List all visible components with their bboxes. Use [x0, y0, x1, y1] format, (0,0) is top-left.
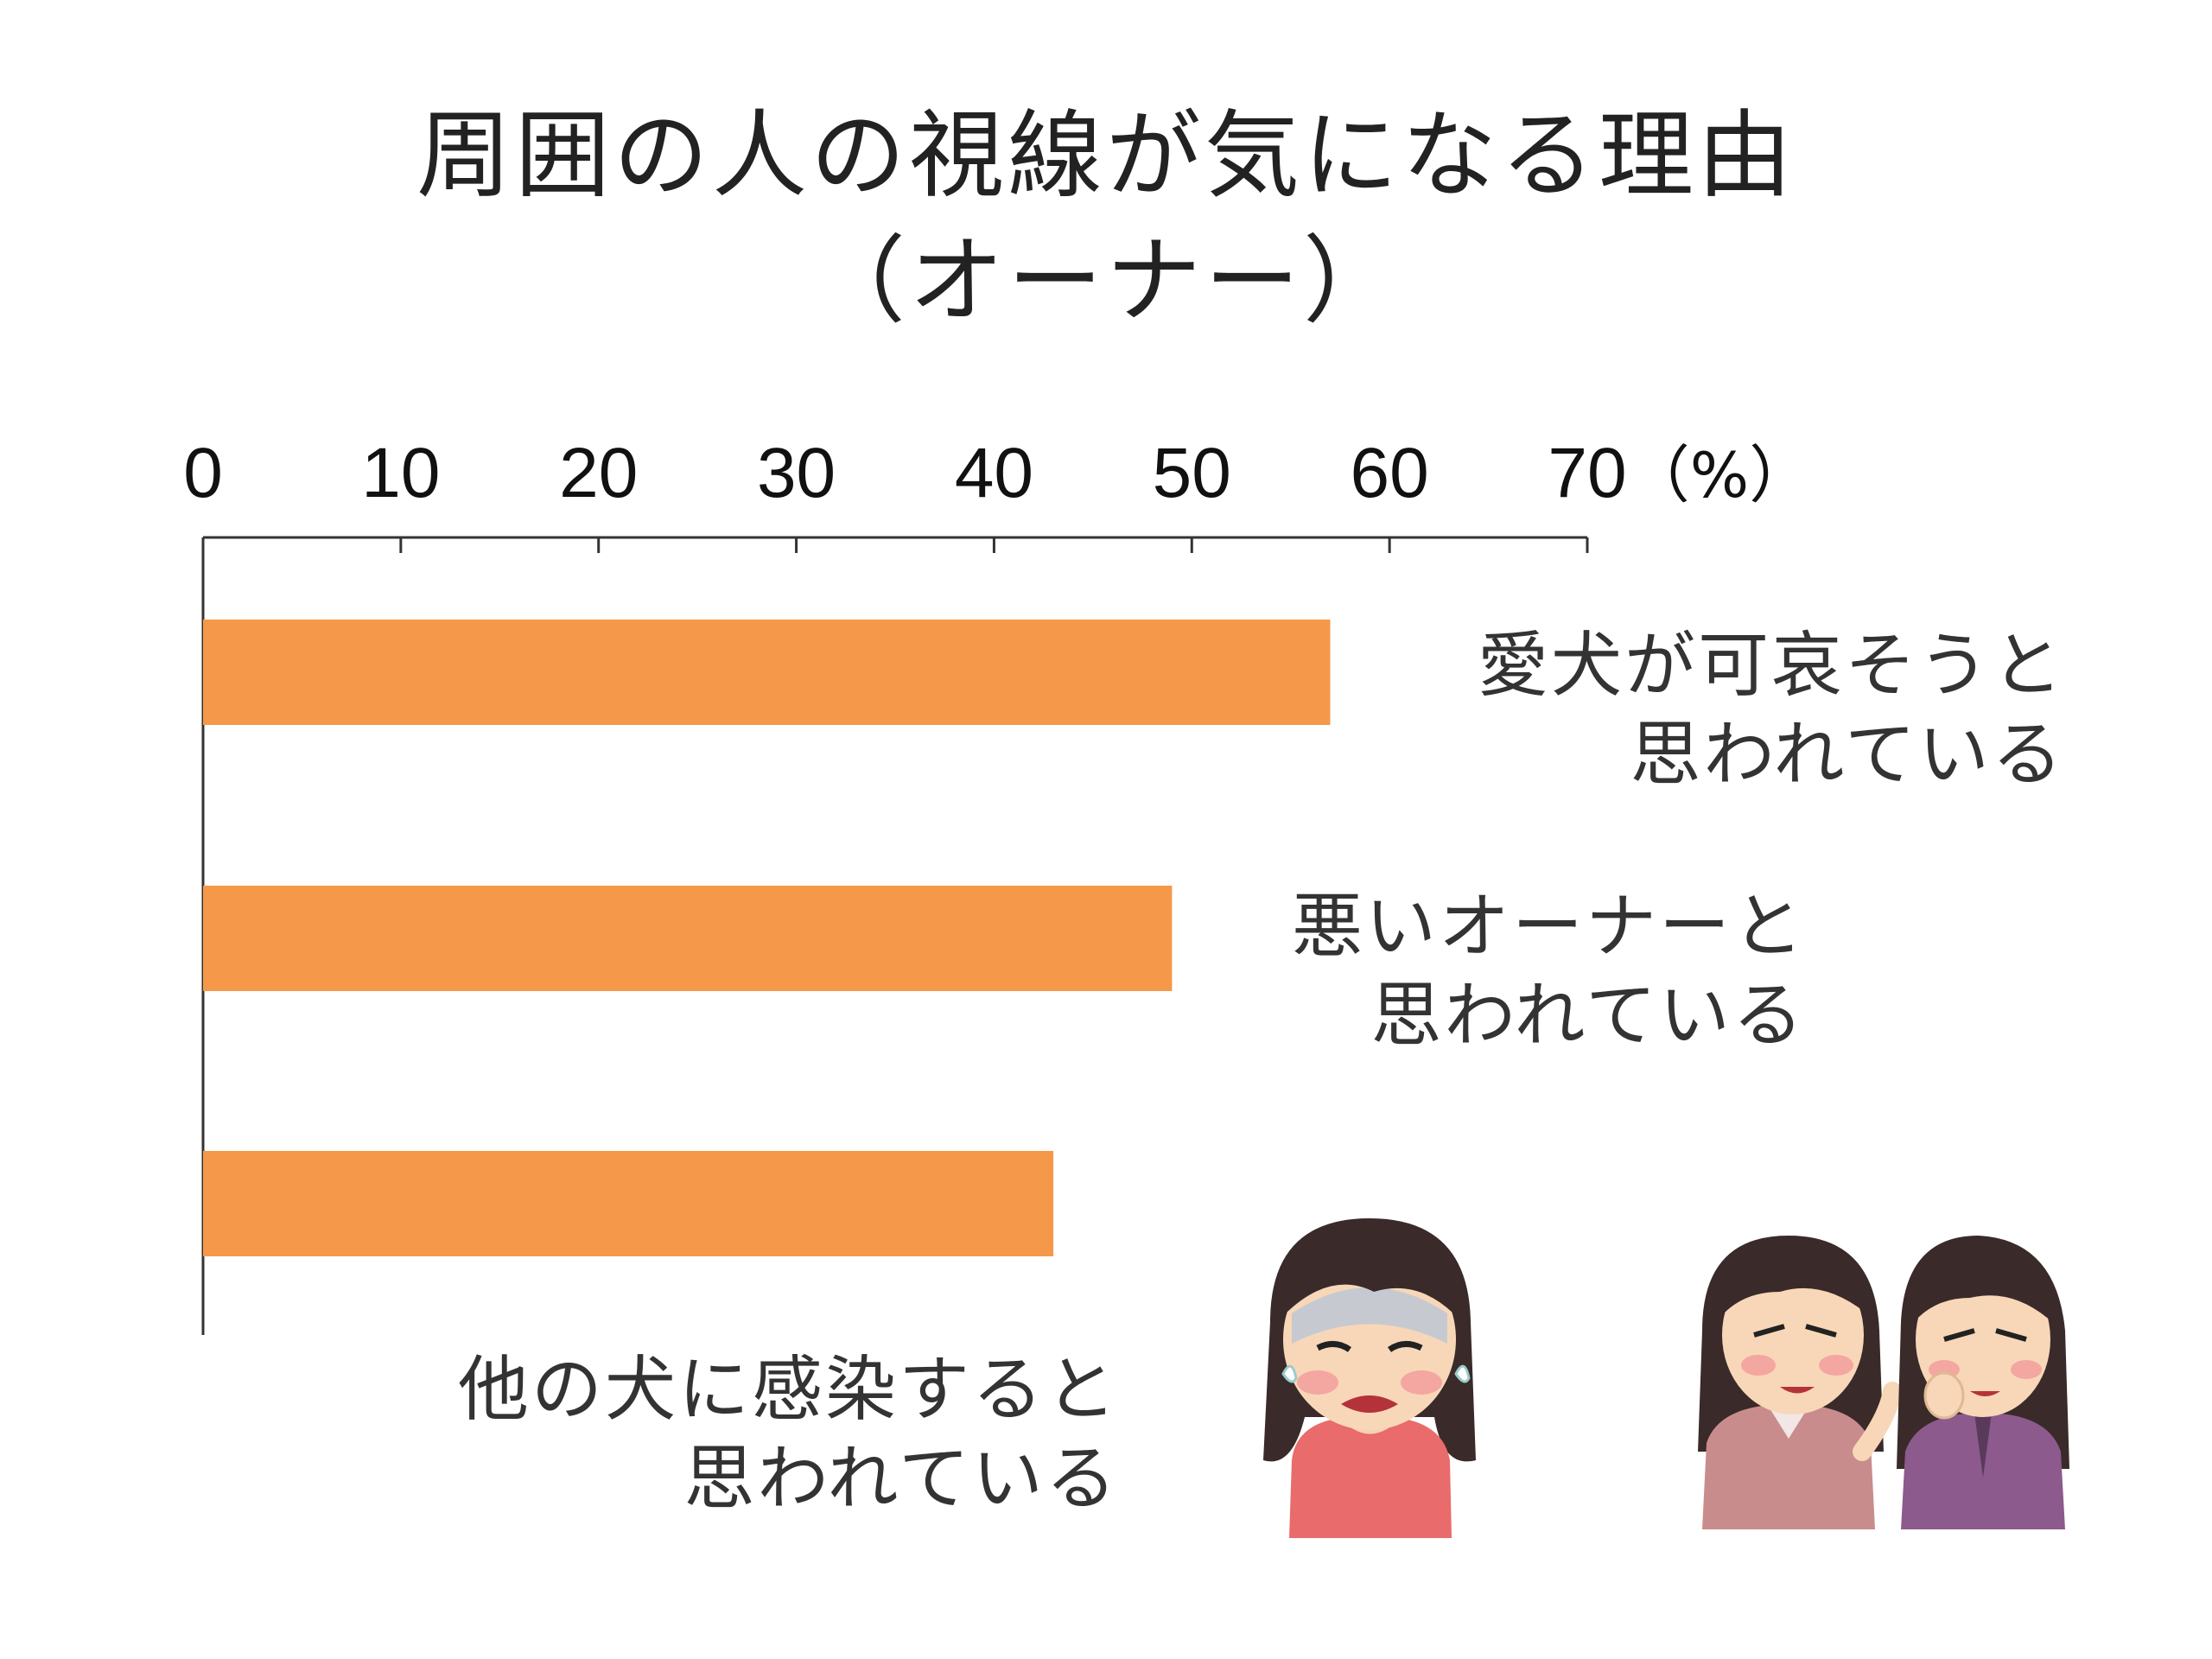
x-tick-label-40: 40 [955, 434, 1033, 512]
bar-1 [203, 620, 1331, 725]
category-label-3-line1: 他の犬に感染すると [457, 1349, 1119, 1431]
category-label-1-line1: 愛犬が可哀そうと [1477, 625, 2065, 707]
x-axis-unit: （%） [1628, 439, 1811, 512]
category-label-2-line2: 思われている [1370, 974, 1806, 1057]
chart-title: 周囲の人の視線が気になる理由 [416, 100, 1796, 211]
chart-subtitle: （オーナー） [810, 226, 1402, 336]
x-tick-label-10: 10 [361, 434, 440, 512]
gossiping-women-illustration [1698, 1236, 2069, 1529]
worried-woman-illustration [1263, 1218, 1476, 1538]
category-label-3: 他の犬に感染すると 思われている [458, 1346, 1119, 1523]
x-tick-label-0: 0 [183, 434, 223, 512]
category-label-1: 愛犬が可哀そうと 思われている [1478, 622, 2065, 799]
x-tick-label-20: 20 [559, 434, 638, 512]
bar-2 [203, 886, 1173, 991]
category-label-2-line1: 悪いオーナーと [1291, 886, 1806, 968]
category-label-2: 悪いオーナーと 思われている [1292, 883, 1806, 1060]
x-tick-label-50: 50 [1153, 434, 1231, 512]
category-label-1-line2: 思われている [1630, 713, 2065, 796]
x-tick-label-70: 70 [1548, 434, 1626, 512]
x-tick-label-30: 30 [757, 434, 836, 512]
bar-3 [203, 1151, 1054, 1256]
category-label-3-line2: 思われている [683, 1437, 1119, 1520]
x-tick-label-60: 60 [1351, 434, 1429, 512]
